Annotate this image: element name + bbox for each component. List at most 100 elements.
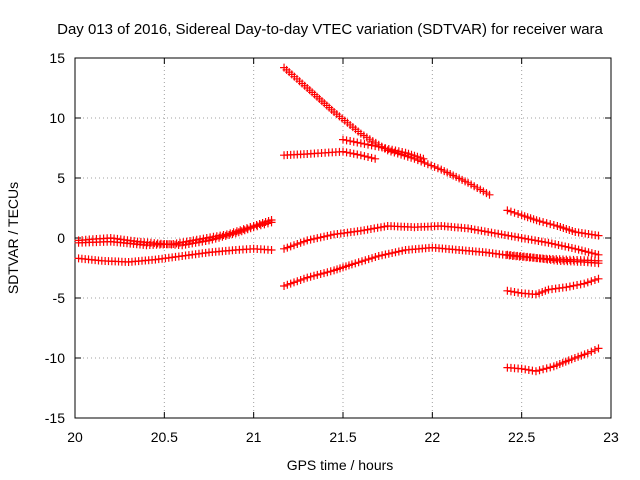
data-point-marker bbox=[485, 190, 494, 199]
data-point-marker bbox=[371, 154, 380, 163]
data-point-marker bbox=[323, 268, 332, 277]
data-point-marker bbox=[433, 164, 442, 173]
data-point-marker bbox=[371, 253, 380, 262]
data-point-marker bbox=[394, 247, 403, 256]
data-point-marker bbox=[591, 249, 600, 258]
data-point-marker bbox=[546, 220, 555, 229]
data-point-marker bbox=[267, 218, 276, 227]
data-point-marker bbox=[342, 148, 351, 157]
data-point-marker bbox=[423, 160, 432, 169]
data-point-marker bbox=[573, 281, 582, 290]
data-point-marker bbox=[228, 230, 237, 239]
data-point-marker bbox=[356, 151, 365, 160]
data-point-marker bbox=[381, 144, 390, 153]
data-point-marker bbox=[353, 138, 362, 147]
data-point-marker bbox=[535, 366, 544, 375]
data-point-marker bbox=[368, 254, 377, 263]
grid-lines bbox=[75, 58, 611, 418]
data-point-marker bbox=[316, 233, 325, 242]
data-point-marker bbox=[289, 278, 298, 287]
data-point-marker bbox=[394, 147, 403, 156]
data-point-marker bbox=[583, 349, 592, 358]
data-point-marker bbox=[364, 255, 373, 264]
data-point-marker bbox=[587, 347, 596, 356]
data-point-marker bbox=[388, 145, 397, 154]
data-point-marker bbox=[554, 241, 563, 250]
data-point-marker bbox=[542, 364, 551, 373]
data-point-marker bbox=[320, 232, 329, 241]
data-point-marker bbox=[420, 158, 429, 167]
data-point-marker bbox=[384, 249, 393, 258]
data-point-marker bbox=[296, 276, 305, 284]
data-point-marker bbox=[280, 282, 289, 290]
data-point-marker bbox=[267, 246, 276, 254]
data-point-marker bbox=[303, 273, 312, 282]
data-point-marker bbox=[347, 260, 356, 269]
data-point-marker bbox=[564, 243, 573, 252]
data-point-marker bbox=[510, 208, 519, 217]
data-point-marker bbox=[571, 244, 580, 253]
data-point-marker bbox=[583, 278, 592, 287]
data-point-marker bbox=[587, 277, 596, 286]
data-point-marker bbox=[384, 145, 393, 154]
data-point-marker bbox=[286, 242, 295, 251]
data-point-marker bbox=[539, 218, 548, 227]
data-point-marker bbox=[256, 221, 265, 230]
y-tick-label: 15 bbox=[49, 50, 65, 66]
data-point-marker bbox=[388, 249, 397, 257]
data-point-marker bbox=[581, 247, 590, 256]
data-point-marker bbox=[557, 241, 566, 250]
series-arc-l-bottom bbox=[503, 344, 603, 376]
data-point-marker bbox=[208, 235, 217, 244]
data-point-marker bbox=[391, 248, 400, 257]
data-point-marker bbox=[349, 137, 358, 146]
y-tick-label: -5 bbox=[53, 290, 66, 306]
data-point-marker bbox=[364, 140, 373, 149]
data-point-marker bbox=[309, 234, 318, 243]
data-point-marker bbox=[551, 240, 560, 249]
axis-ticks: 20 20.5 21 21.5 22 22.5 23 -15 -10 -5 0 5 10 15 bbox=[45, 50, 619, 445]
data-point-marker bbox=[342, 136, 351, 145]
series-arc-e-mid bbox=[280, 147, 380, 163]
y-tick-label: -15 bbox=[45, 410, 65, 426]
data-point-marker bbox=[503, 206, 512, 215]
series-arc-f-mid bbox=[339, 135, 428, 163]
data-point-marker bbox=[544, 238, 553, 247]
data-point-marker bbox=[367, 141, 376, 150]
data-point-marker bbox=[293, 240, 302, 248]
series-arc-b-flat bbox=[74, 218, 276, 250]
data-point-marker bbox=[316, 270, 325, 278]
data-point-marker bbox=[326, 231, 335, 240]
data-point-marker bbox=[374, 252, 383, 260]
data-point-marker bbox=[506, 207, 515, 216]
data-point-marker bbox=[205, 236, 213, 245]
data-point-marker bbox=[590, 276, 599, 284]
data-point-marker bbox=[549, 221, 558, 230]
data-point-marker bbox=[309, 271, 318, 280]
data-point-marker bbox=[253, 222, 262, 231]
data-point-marker bbox=[313, 270, 322, 279]
data-point-marker bbox=[577, 246, 586, 255]
data-point-marker bbox=[398, 246, 407, 255]
data-point-marker bbox=[356, 139, 365, 148]
data-point-marker bbox=[296, 238, 305, 247]
data-point-marker bbox=[293, 277, 302, 286]
data-point-marker bbox=[590, 346, 599, 354]
x-tick-label: 22.5 bbox=[508, 429, 535, 445]
data-point-marker bbox=[289, 241, 298, 250]
series-arc-g-upper bbox=[280, 222, 603, 259]
data-point-marker bbox=[320, 269, 329, 278]
data-point-marker bbox=[531, 367, 540, 376]
data-point-marker bbox=[286, 279, 295, 288]
data-point-marker bbox=[280, 244, 289, 253]
data-point-marker bbox=[211, 234, 220, 243]
data-point-marker bbox=[584, 248, 593, 257]
data-point-marker bbox=[546, 363, 555, 372]
data-point-marker bbox=[360, 152, 369, 161]
chart-title: Day 013 of 2016, Sidereal Day-to-day VTE… bbox=[57, 21, 603, 38]
data-point-marker bbox=[306, 272, 315, 281]
data-point-marker bbox=[542, 219, 551, 228]
data-point-marker bbox=[547, 239, 556, 248]
data-point-marker bbox=[349, 149, 358, 158]
